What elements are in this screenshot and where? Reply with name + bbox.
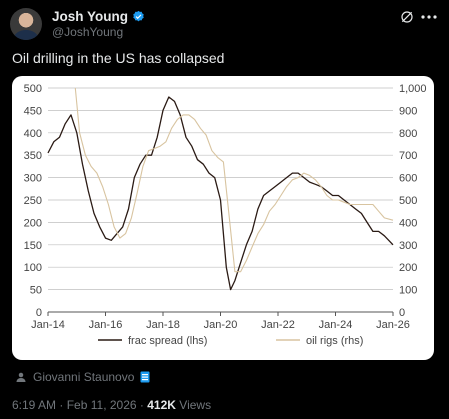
verified-badge-icon [133, 10, 144, 22]
author-avatar[interactable] [10, 8, 42, 40]
y-left-tick-label: 200 [24, 217, 42, 229]
y-right-tick-label: 1,000 [399, 83, 427, 95]
y-left-tick-label: 500 [24, 83, 42, 95]
y-right-tick-label: 500 [399, 195, 417, 207]
y-right-tick-label: 100 [399, 285, 417, 297]
tweet-text: Oil drilling in the US has collapsed [12, 50, 225, 66]
y-right-tick-label: 700 [399, 150, 417, 162]
tweet-time[interactable]: 6:19 AM [12, 398, 57, 412]
y-right-tick-label: 300 [399, 240, 417, 252]
author-name-row[interactable]: Josh Young [52, 9, 145, 24]
media-tag[interactable]: Giovanni Staunovo [15, 370, 150, 384]
x-tick-label: Jan-18 [146, 319, 180, 331]
series-line-frac-spread [47, 96, 394, 291]
person-tag-icon [16, 372, 26, 382]
series-line-oil-rigs [74, 87, 394, 273]
y-right-tick-label: 200 [399, 262, 417, 274]
views-count: 412K [147, 398, 176, 412]
x-tick-label: Jan-24 [319, 319, 353, 331]
y-left-tick-label: 0 [36, 307, 42, 319]
y-right-tick-label: 900 [399, 105, 417, 117]
legend-oil-rigs-label: oil rigs (rhs) [306, 335, 363, 347]
x-tick-label: Jan-26 [376, 319, 410, 331]
x-tick-label: Jan-16 [89, 319, 123, 331]
y-right-tick-label: 600 [399, 173, 417, 185]
document-badge-icon [140, 371, 150, 383]
author-handle[interactable]: @JoshYoung [52, 25, 124, 39]
chart-image[interactable]: 0 0 50 100 100 200 150 300 200 400 250 500 300 600 350… [12, 76, 434, 360]
views-label: Views [179, 398, 212, 412]
y-left-tick-label: 150 [24, 240, 42, 252]
y-left-tick-label: 50 [30, 285, 42, 297]
x-tick-label: Jan-14 [31, 319, 65, 331]
x-tick-label: Jan-22 [261, 319, 295, 331]
author-name[interactable]: Josh Young [52, 9, 129, 24]
y-left-tick-label: 250 [24, 195, 42, 207]
meta-separator: · [139, 398, 144, 412]
y-left-tick-label: 450 [24, 105, 42, 117]
meta-separator: · [59, 398, 64, 412]
grok-icon[interactable] [399, 9, 415, 25]
tweet-date[interactable]: Feb 11, 2026 [66, 398, 137, 412]
y-left-tick-label: 400 [24, 128, 42, 140]
y-right-tick-label: 0 [399, 307, 405, 319]
legend-frac-spread-label: frac spread (lhs) [128, 335, 207, 347]
y-left-tick-label: 350 [24, 150, 42, 162]
y-right-tick-label: 800 [399, 128, 417, 140]
y-left-tick-label: 300 [24, 173, 42, 185]
y-left-tick-label: 100 [24, 262, 42, 274]
line-chart: 0 0 50 100 100 200 150 300 200 400 250 500 300 600 350… [24, 83, 427, 347]
tweet-meta: 6:19 AM · Feb 11, 2026 · 412K Views [12, 398, 211, 412]
y-right-tick-label: 400 [399, 217, 417, 229]
tagged-user[interactable]: Giovanni Staunovo [33, 370, 135, 384]
x-tick-label: Jan-20 [204, 319, 238, 331]
more-icon[interactable] [420, 8, 438, 26]
